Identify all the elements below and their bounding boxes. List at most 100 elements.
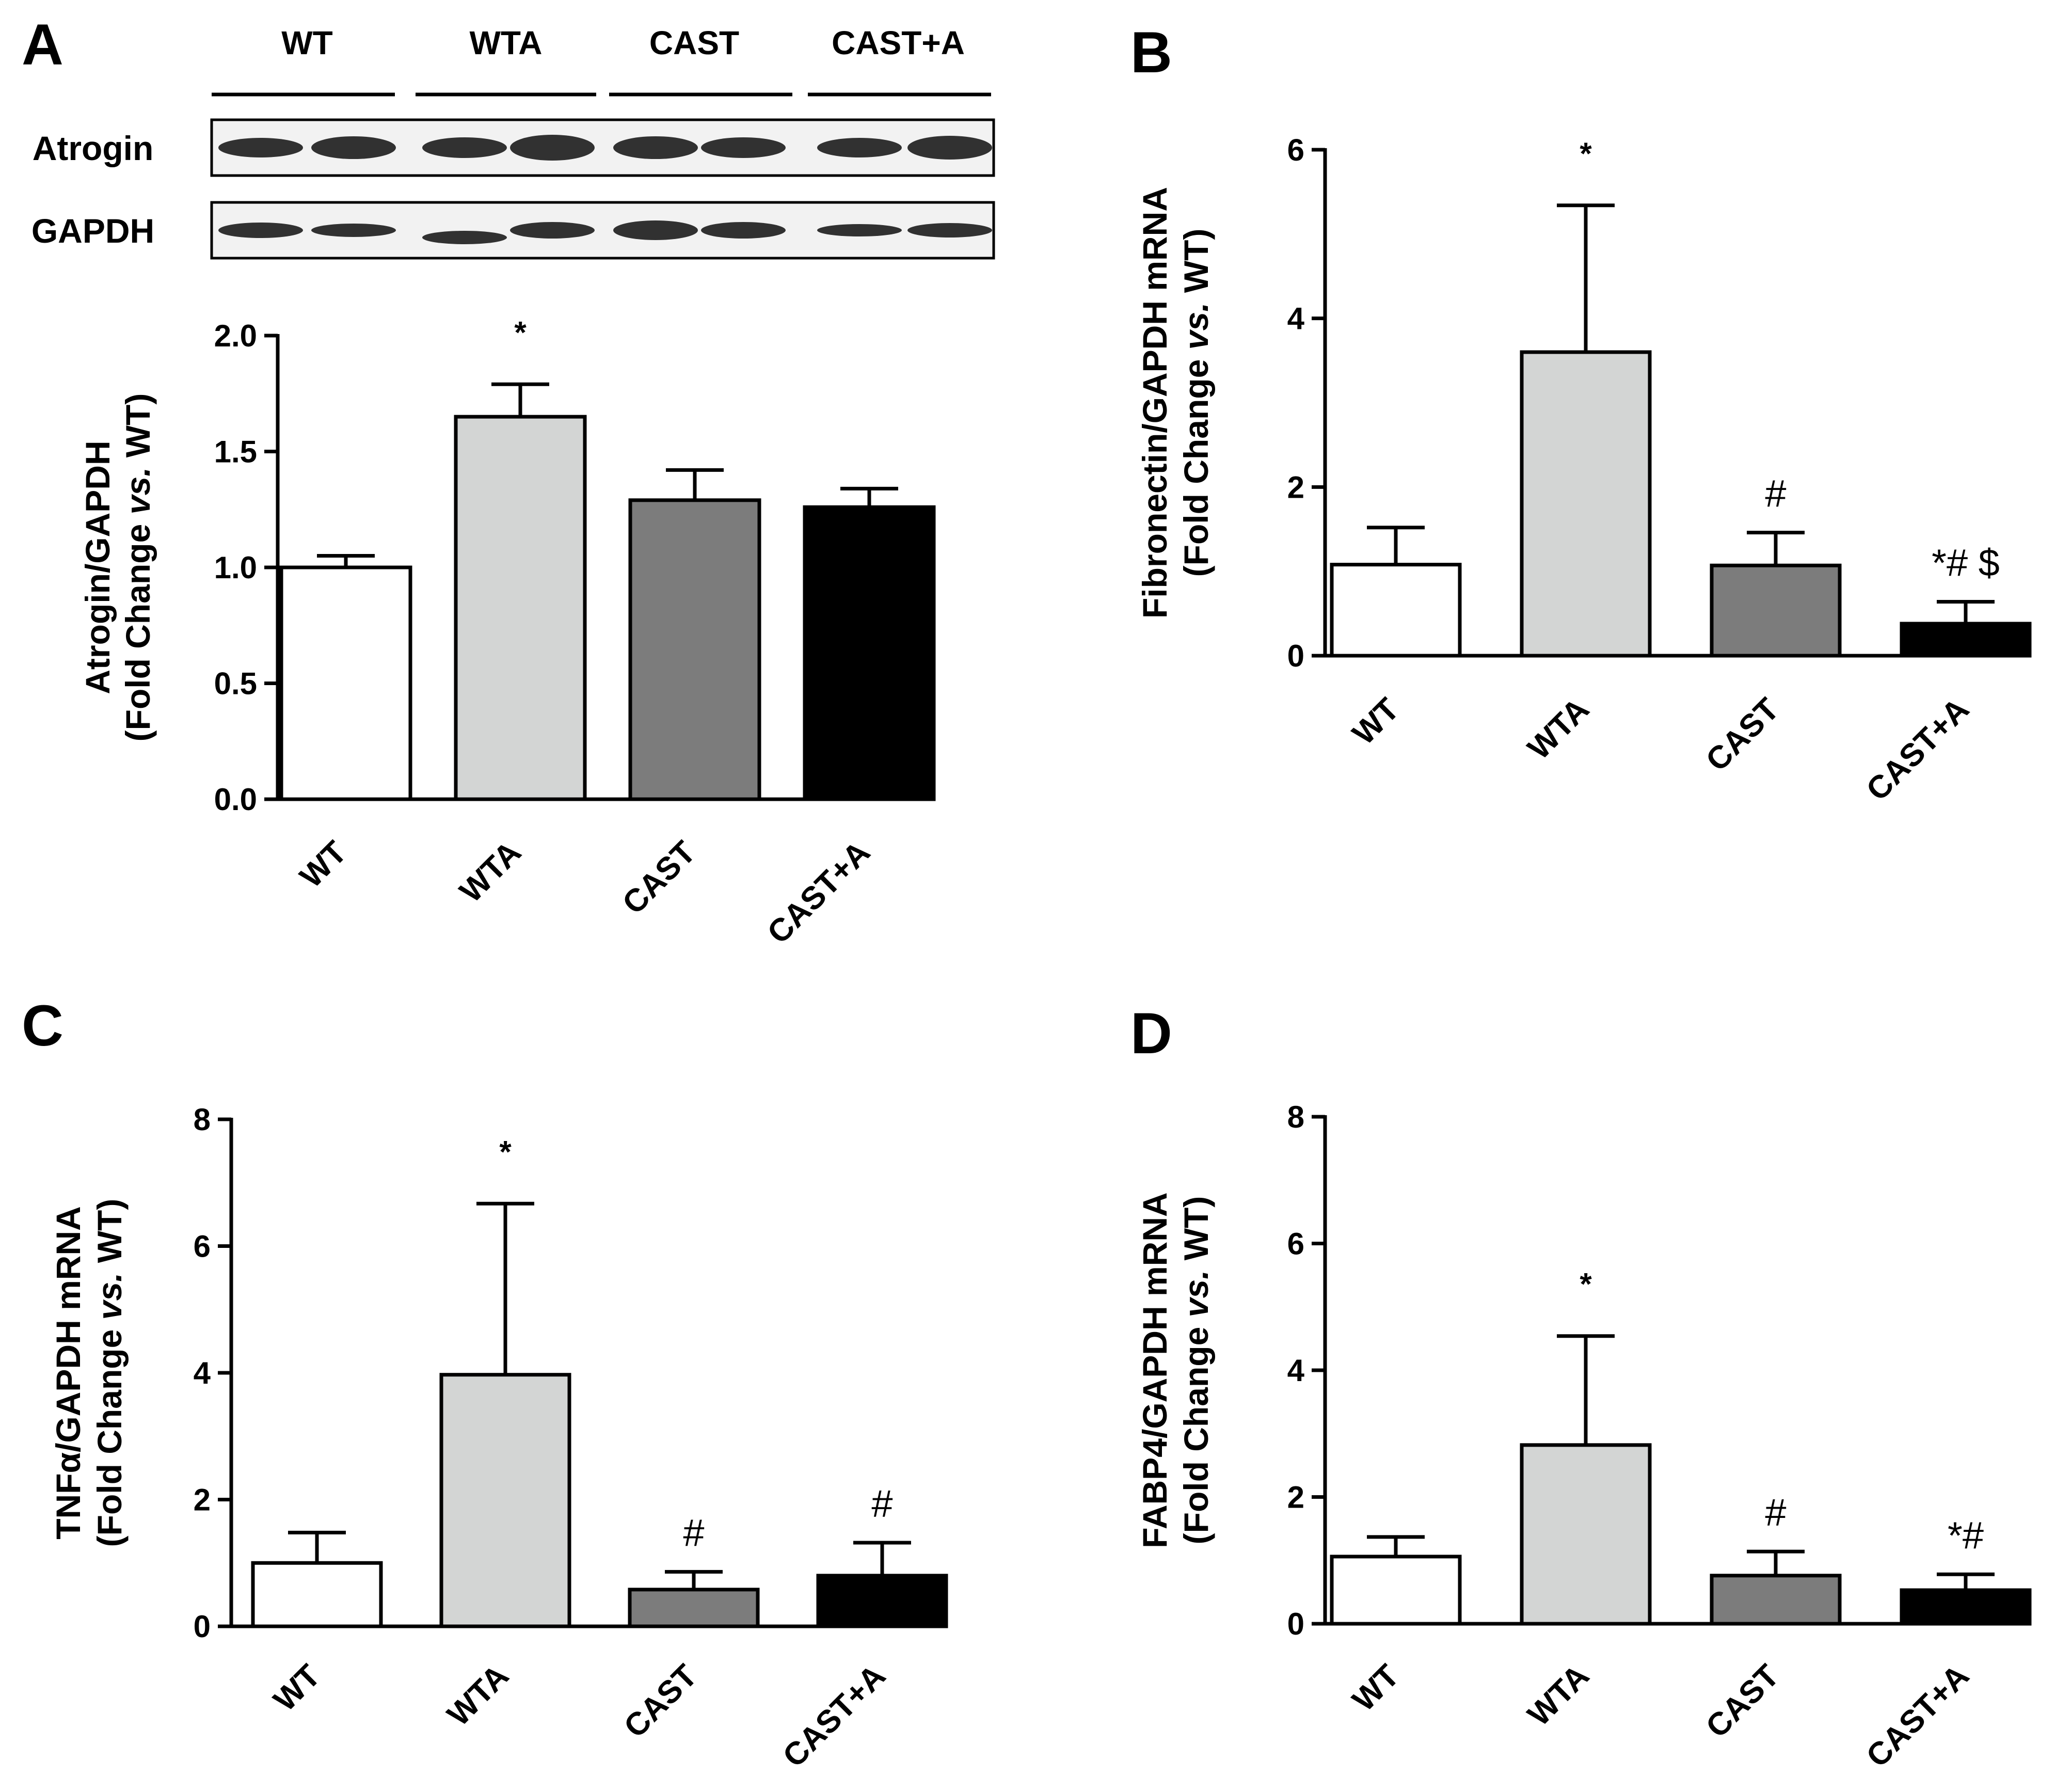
panel-c-category-label-wta: WTA xyxy=(441,1658,516,1733)
panel-b-y-axis-sublabel-part: (Fold Change xyxy=(1177,350,1215,577)
panel-c-y-tick-label: 4 xyxy=(194,1356,211,1390)
blot-band-atrogin-1 xyxy=(218,138,303,157)
panel-a-y-axis-label: Atrogin/GAPDH xyxy=(78,440,117,694)
blot-group-label-wta: WTA xyxy=(470,24,543,61)
panel-d-y-tick-label: 2 xyxy=(1287,1480,1304,1515)
panel-c-y-axis-sublabel-part: WT) xyxy=(90,1199,129,1273)
panel-c-y-axis-sublabel-part: (Fold Change xyxy=(90,1320,129,1547)
panel-d-y-axis-sublabel-part: WT) xyxy=(1177,1196,1215,1270)
panel-d-y-tick-label: 0 xyxy=(1287,1607,1304,1641)
panel-b-y-axis-sublabel-part: vs. xyxy=(1177,303,1215,350)
panel-label-d: D xyxy=(1130,1001,1172,1066)
panel-b-bar-cast xyxy=(1710,563,1842,658)
panel-d-bar-wt xyxy=(1330,1555,1462,1626)
blot-band-atrogin-4 xyxy=(510,135,595,161)
panel-d-category-label-cast: CAST xyxy=(1699,1658,1786,1745)
panel-d-y-axis-sublabel-part: vs. xyxy=(1177,1270,1215,1318)
panel-a-y-axis-sublabel: (Fold Change vs. WT) xyxy=(119,393,157,742)
western-blot: WT WTA CAST CAST+A Atrogin GAPDH xyxy=(31,24,995,260)
panel-c-bar-wta xyxy=(439,1373,571,1628)
panel-labels: A B C D xyxy=(22,12,1172,1066)
chart-panel-d: 0 2 4 6 8 FABP4/GAPDH mRNA (Fold Change vs. WT… xyxy=(1136,1100,2032,1775)
panel-d-category-label-wt: WT xyxy=(1346,1658,1406,1718)
panel-a-bar-wt xyxy=(279,565,412,801)
panel-b-significance-wta: * xyxy=(1580,136,1592,171)
blot-band-gapdh-3 xyxy=(422,231,507,244)
panel-b-y-tick-label: 0 xyxy=(1287,639,1304,673)
panel-b-significance-cast: # xyxy=(1765,472,1786,515)
panel-a-y-axis-sublabel-part: (Fold Change xyxy=(119,514,157,741)
panel-a-y-axis-sublabel-part: WT) xyxy=(119,393,157,467)
panel-c-y-tick-label: 6 xyxy=(194,1229,211,1264)
panel-b-bar-cast-a xyxy=(1900,622,2032,658)
panel-c-category-label-cast: CAST xyxy=(617,1658,704,1745)
panel-c-y-axis-label: TNFα/GAPDH mRNA xyxy=(49,1206,87,1540)
panel-b-category-label-wt: WT xyxy=(1346,691,1406,752)
panel-c-bar-cast xyxy=(628,1588,760,1628)
panel-c-bar-cast-a xyxy=(816,1574,948,1628)
panel-c-y-tick-label: 2 xyxy=(194,1483,211,1517)
panel-d-y-axis-sublabel: (Fold Change vs. WT) xyxy=(1177,1196,1215,1545)
panel-c-bar-wt xyxy=(251,1561,383,1628)
panel-d-y-tick-label: 6 xyxy=(1287,1227,1304,1261)
blot-band-gapdh-5 xyxy=(613,220,698,240)
blot-band-gapdh-1 xyxy=(218,223,303,238)
panel-d-category-label-wta: WTA xyxy=(1521,1658,1596,1733)
panel-c-y-axis-sublabel-part: vs. xyxy=(90,1273,129,1320)
panel-b-y-axis-sublabel: (Fold Change vs. WT) xyxy=(1177,229,1215,577)
panel-label-a: A xyxy=(22,12,63,77)
blot-band-atrogin-7 xyxy=(817,138,902,157)
panel-a-bar-cast xyxy=(628,498,761,801)
panel-d-y-tick-label: 4 xyxy=(1287,1353,1305,1388)
blot-band-gapdh-6 xyxy=(701,222,786,239)
panel-d-y-tick-label: 8 xyxy=(1287,1100,1304,1134)
panel-a-y-tick-label: 0.0 xyxy=(214,782,257,817)
blot-row-label-gapdh: GAPDH xyxy=(31,212,154,250)
panel-b-significance-cast-a: *# $ xyxy=(1932,541,2000,584)
panel-a-y-tick-label: 1.5 xyxy=(214,435,257,469)
panel-b-y-tick-label: 6 xyxy=(1287,133,1304,167)
panel-b-y-axis-sublabel-part: WT) xyxy=(1177,229,1215,303)
panel-c-significance-cast-a: # xyxy=(871,1482,892,1525)
panel-a-significance-wta: * xyxy=(514,315,527,350)
panel-a-category-label-cast-a: CAST+A xyxy=(760,834,876,951)
panel-d-significance-cast: # xyxy=(1765,1491,1786,1534)
panel-b-bar-wta xyxy=(1520,350,1652,658)
panel-b-y-tick-label: 2 xyxy=(1287,470,1304,504)
panel-a-bar-wta xyxy=(454,415,587,801)
blot-row-label-atrogin: Atrogin xyxy=(33,129,154,167)
panel-label-c: C xyxy=(22,993,63,1058)
panel-b-y-axis-label: Fibronectin/GAPDH mRNA xyxy=(1136,187,1174,619)
panel-c-y-tick-label: 0 xyxy=(194,1609,211,1644)
panel-b-category-label-wta: WTA xyxy=(1521,691,1596,766)
panel-b-category-label-cast-a: CAST+A xyxy=(1859,691,1975,807)
panel-a-bar-cast-a xyxy=(803,505,936,801)
panel-a-y-axis-sublabel-part: vs. xyxy=(119,467,157,515)
panel-label-b: B xyxy=(1130,20,1172,85)
panel-a-y-tick-label: 1.0 xyxy=(214,550,257,585)
blot-band-gapdh-8 xyxy=(907,223,992,237)
panel-d-bar-cast-a xyxy=(1900,1588,2032,1626)
panel-a-y-tick-label: 2.0 xyxy=(214,319,257,353)
blot-group-label-cast-a: CAST+A xyxy=(832,24,965,61)
panel-b-category-label-cast: CAST xyxy=(1699,691,1786,778)
chart-panel-c: 0 2 4 6 8 TNFα/GAPDH mRNA (Fold Change vs. WT)… xyxy=(49,1102,948,1775)
panel-d-significance-wta: * xyxy=(1580,1267,1592,1302)
panel-d-y-axis-sublabel-part: (Fold Change xyxy=(1177,1317,1215,1544)
chart-panel-b: 0 2 4 6 Fibronectin/GAPDH mRNA (Fold Change v… xyxy=(1136,133,2032,808)
panel-b-y-tick-label: 4 xyxy=(1287,302,1305,336)
panel-d-significance-cast-a: *# xyxy=(1948,1514,1984,1557)
panel-c-category-label-cast-a: CAST+A xyxy=(776,1658,892,1774)
panel-c-significance-wta: * xyxy=(499,1134,512,1169)
panel-d-bar-cast xyxy=(1710,1574,1842,1626)
panel-c-y-tick-label: 8 xyxy=(194,1102,211,1137)
blot-band-gapdh-2 xyxy=(311,224,396,237)
panel-b-bar-wt xyxy=(1330,563,1462,658)
blot-band-atrogin-6 xyxy=(701,137,786,158)
panel-c-y-axis-sublabel: (Fold Change vs. WT) xyxy=(90,1199,129,1547)
blot-band-atrogin-2 xyxy=(311,136,396,159)
blot-band-gapdh-7 xyxy=(817,224,902,236)
panel-d-category-label-cast-a: CAST+A xyxy=(1859,1658,1975,1774)
